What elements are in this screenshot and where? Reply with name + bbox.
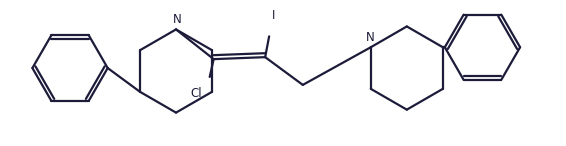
Text: N: N <box>366 31 374 44</box>
Text: Cl: Cl <box>190 87 201 100</box>
Text: N: N <box>173 13 181 26</box>
Text: I: I <box>272 9 275 22</box>
